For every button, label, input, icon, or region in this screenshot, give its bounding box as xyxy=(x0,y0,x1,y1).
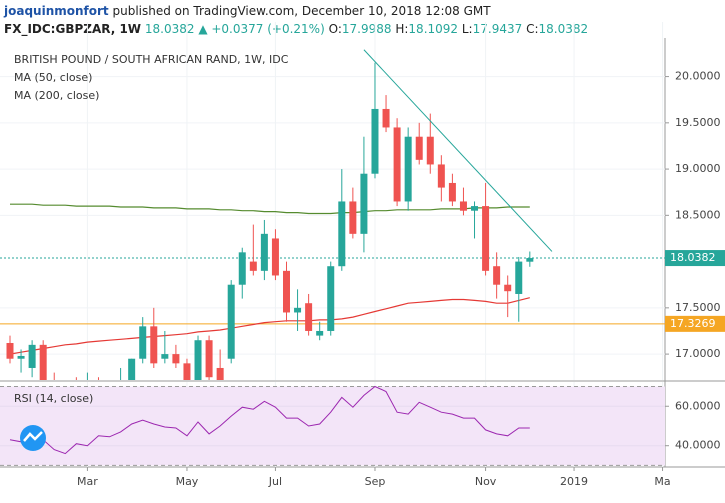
chart-title: BRITISH POUND / SOUTH AFRICAN RAND, 1W, … xyxy=(14,53,289,66)
candle-body xyxy=(227,284,235,359)
l-label: L: xyxy=(462,22,473,36)
overlay: 20.0000 19.5000 19.0000 18.5000 17.5000 17.00… xyxy=(77,70,725,488)
rsi-legend: RSI (14, close) xyxy=(14,392,93,405)
x-tick-label: Nov xyxy=(475,475,497,488)
symbol: FX_IDC:GBPZAR, 1W xyxy=(4,22,141,37)
candle-body xyxy=(349,201,357,234)
legend-ma200: MA (200, close) xyxy=(14,89,99,102)
candle-body xyxy=(17,355,25,359)
o-value: 17.9988 xyxy=(342,22,392,36)
y-tick-label: 18.5000 xyxy=(675,208,721,221)
ma-line xyxy=(10,203,530,215)
ma-line xyxy=(9,297,530,355)
candle-body xyxy=(471,206,479,211)
candle-body xyxy=(128,358,136,380)
y-tick-label: 20.0000 xyxy=(675,70,721,83)
c-value: 18.0382 xyxy=(538,22,588,36)
last-price: 18.0382 xyxy=(145,22,195,36)
rsi-band xyxy=(0,386,665,466)
candle-body xyxy=(28,344,36,368)
candle-body xyxy=(294,307,302,313)
h-value: 18.1092 xyxy=(408,22,458,36)
y-tick-label: 19.0000 xyxy=(675,162,721,175)
candle-body xyxy=(415,136,423,160)
candle-body xyxy=(426,136,434,165)
x-tick-label: Ma xyxy=(654,475,670,488)
candle-body xyxy=(448,182,456,202)
candle-body xyxy=(360,173,368,234)
candle-body xyxy=(305,303,313,331)
y-tick-label: 17.5000 xyxy=(675,301,721,314)
candle-body xyxy=(493,266,501,285)
candle-body xyxy=(249,261,257,271)
candle-body xyxy=(260,233,268,271)
rsi-line xyxy=(9,385,530,455)
rsi-tick-label: 60.0000 xyxy=(675,399,721,412)
candle-body xyxy=(194,340,202,380)
candle-body xyxy=(371,108,379,174)
candle-body xyxy=(150,326,158,364)
candle-body xyxy=(504,284,512,292)
candle-body xyxy=(161,354,169,359)
c-label: C: xyxy=(526,22,538,36)
l-value: 17.9437 xyxy=(473,22,523,36)
price-label: 18.0382 xyxy=(670,251,716,264)
o-label: O: xyxy=(329,22,342,36)
header-line-1: joaquinmonfort published on TradingView.… xyxy=(3,4,491,18)
price-label: 17.3269 xyxy=(670,317,716,330)
rsi-pane xyxy=(0,382,665,467)
candle-body xyxy=(482,206,490,271)
candle-body xyxy=(404,136,412,202)
candle-body xyxy=(216,367,224,380)
candle-body xyxy=(393,127,401,202)
header-line-2: FX_IDC:GBPZAR, 1W 18.0382 ▲ +0.0377 (+0.… xyxy=(4,22,588,37)
y-tick-label: 19.5000 xyxy=(675,116,721,129)
x-tick-label: Sep xyxy=(365,475,386,488)
candle-body xyxy=(382,108,390,128)
x-tick-label: May xyxy=(176,475,199,488)
candle-body xyxy=(238,252,246,285)
x-tick-label: 2019 xyxy=(560,475,588,488)
trendline xyxy=(363,49,553,252)
change: ▲ +0.0377 (+0.21%) xyxy=(198,22,324,36)
candle-body xyxy=(283,270,290,313)
candle-body xyxy=(139,326,147,359)
y-tick-label: 17.0000 xyxy=(675,347,721,360)
candle-body xyxy=(515,261,523,294)
price-label-box xyxy=(665,315,725,332)
price-label-box xyxy=(665,250,725,267)
logo xyxy=(20,425,46,451)
candle-body xyxy=(39,344,47,380)
candle-body xyxy=(172,354,180,364)
candle-body xyxy=(271,238,279,276)
candle-body xyxy=(6,342,14,359)
candle-body xyxy=(437,164,445,188)
candle-body xyxy=(526,258,534,262)
legend-ma50: MA (50, close) xyxy=(14,71,92,84)
candle-body xyxy=(459,201,467,211)
main-pane xyxy=(0,22,665,387)
candle-body xyxy=(205,340,213,378)
logo-mark xyxy=(23,431,43,442)
h-label: H: xyxy=(395,22,408,36)
x-tick-label: Jul xyxy=(268,475,282,488)
x-tick-label: Mar xyxy=(77,475,98,488)
candle-body xyxy=(316,330,324,336)
author: joaquinmonfort xyxy=(3,4,109,18)
candle-body xyxy=(183,363,191,380)
published: published on TradingView.com, December 1… xyxy=(112,4,491,18)
rsi-tick-label: 40.0000 xyxy=(675,439,721,452)
candle-body xyxy=(338,201,346,267)
candle-body xyxy=(117,382,124,387)
candle-body xyxy=(327,266,335,331)
